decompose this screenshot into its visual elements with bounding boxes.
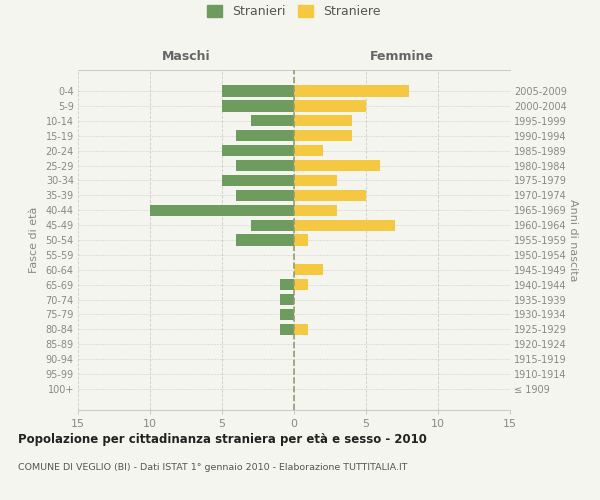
Bar (294, 175, 337, 186)
Bar (222, 100, 294, 112)
Bar (280, 309, 294, 320)
Bar (236, 190, 294, 201)
Y-axis label: Anni di nascita: Anni di nascita (568, 198, 578, 281)
Bar (251, 115, 294, 126)
Bar (150, 204, 294, 216)
Bar (294, 86, 409, 96)
Text: Femmine: Femmine (370, 50, 434, 62)
Bar (280, 324, 294, 335)
Bar (280, 279, 294, 290)
Bar (222, 86, 294, 96)
Bar (294, 324, 308, 335)
Text: Popolazione per cittadinanza straniera per età e sesso - 2010: Popolazione per cittadinanza straniera p… (18, 432, 427, 446)
Bar (294, 190, 366, 201)
Bar (294, 264, 323, 276)
Bar (294, 130, 352, 141)
Bar (294, 279, 308, 290)
Text: Maschi: Maschi (161, 50, 211, 62)
Bar (294, 160, 380, 171)
Bar (222, 145, 294, 156)
Bar (222, 175, 294, 186)
Bar (294, 234, 308, 246)
Bar (236, 234, 294, 246)
Bar (294, 100, 366, 112)
Bar (294, 204, 337, 216)
Bar (236, 130, 294, 141)
Bar (280, 294, 294, 305)
Bar (294, 115, 352, 126)
Bar (294, 220, 395, 230)
Bar (236, 160, 294, 171)
Legend: Stranieri, Straniere: Stranieri, Straniere (203, 2, 385, 22)
Y-axis label: Fasce di età: Fasce di età (29, 207, 38, 273)
Bar (251, 220, 294, 230)
Text: COMUNE DI VEGLIO (BI) - Dati ISTAT 1° gennaio 2010 - Elaborazione TUTTITALIA.IT: COMUNE DI VEGLIO (BI) - Dati ISTAT 1° ge… (18, 462, 407, 471)
Bar (294, 145, 323, 156)
